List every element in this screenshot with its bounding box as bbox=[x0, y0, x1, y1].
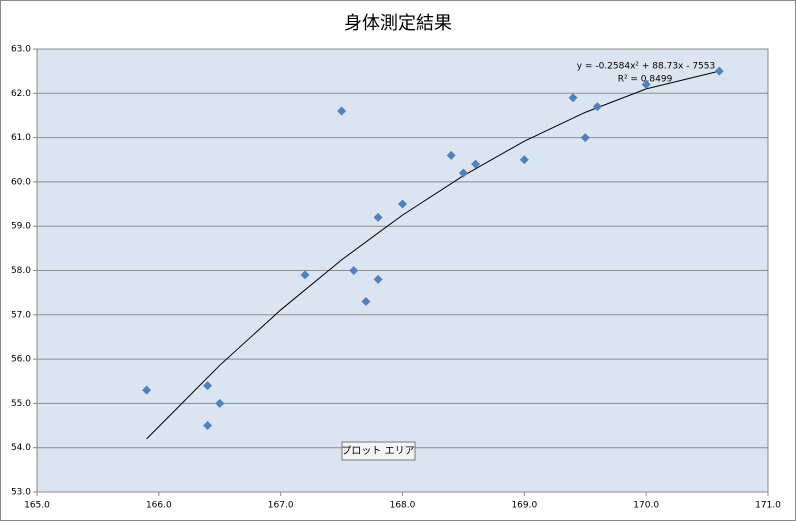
point bbox=[580, 133, 590, 143]
point bbox=[471, 159, 481, 169]
point bbox=[142, 385, 152, 395]
point bbox=[337, 106, 347, 116]
trendline-r2: R² = 0.8499 bbox=[618, 75, 673, 85]
x-tick-label: 167.0 bbox=[268, 501, 294, 511]
y-tick-label: 57.0 bbox=[11, 310, 31, 320]
x-tick-label: 165.0 bbox=[24, 501, 50, 511]
point bbox=[714, 66, 724, 76]
y-tick-label: 56.0 bbox=[11, 355, 31, 365]
y-tick-label: 59.0 bbox=[11, 222, 31, 232]
y-tick-label: 63.0 bbox=[11, 45, 31, 55]
point bbox=[203, 421, 213, 431]
x-tick-label: 170.0 bbox=[633, 501, 659, 511]
point bbox=[568, 93, 578, 103]
point bbox=[398, 199, 407, 209]
y-tick-label: 54.0 bbox=[11, 443, 31, 453]
y-tick-label: 61.0 bbox=[11, 133, 31, 143]
point bbox=[349, 266, 359, 275]
point bbox=[519, 155, 529, 165]
y-tick-label: 60.0 bbox=[11, 177, 31, 187]
x-tick-label: 166.0 bbox=[146, 501, 172, 511]
x-tick-label: 169.0 bbox=[511, 501, 537, 511]
point bbox=[641, 79, 651, 89]
y-tick-label: 58.0 bbox=[11, 266, 31, 276]
trendline bbox=[146, 70, 720, 440]
x-tick-label: 171.0 bbox=[755, 501, 781, 511]
point bbox=[203, 381, 213, 391]
point bbox=[373, 274, 383, 284]
point bbox=[361, 297, 371, 307]
chart-title: 身体測定結果 bbox=[344, 13, 452, 34]
point bbox=[458, 168, 468, 178]
x-tick-label: 168.0 bbox=[390, 501, 416, 511]
point bbox=[373, 212, 383, 222]
tooltip-box bbox=[341, 441, 416, 461]
y-tick-label: 55.0 bbox=[11, 399, 31, 409]
point bbox=[446, 150, 456, 160]
trendline-equation: y = -0.2584x² + 88.73x - 7553 bbox=[577, 62, 716, 72]
point bbox=[592, 102, 602, 112]
tooltip: プロット エリア bbox=[341, 445, 414, 457]
y-tick-label: 62.0 bbox=[11, 89, 31, 99]
y-tick-label: 53.0 bbox=[11, 488, 31, 498]
point bbox=[215, 398, 225, 408]
point bbox=[300, 270, 310, 280]
